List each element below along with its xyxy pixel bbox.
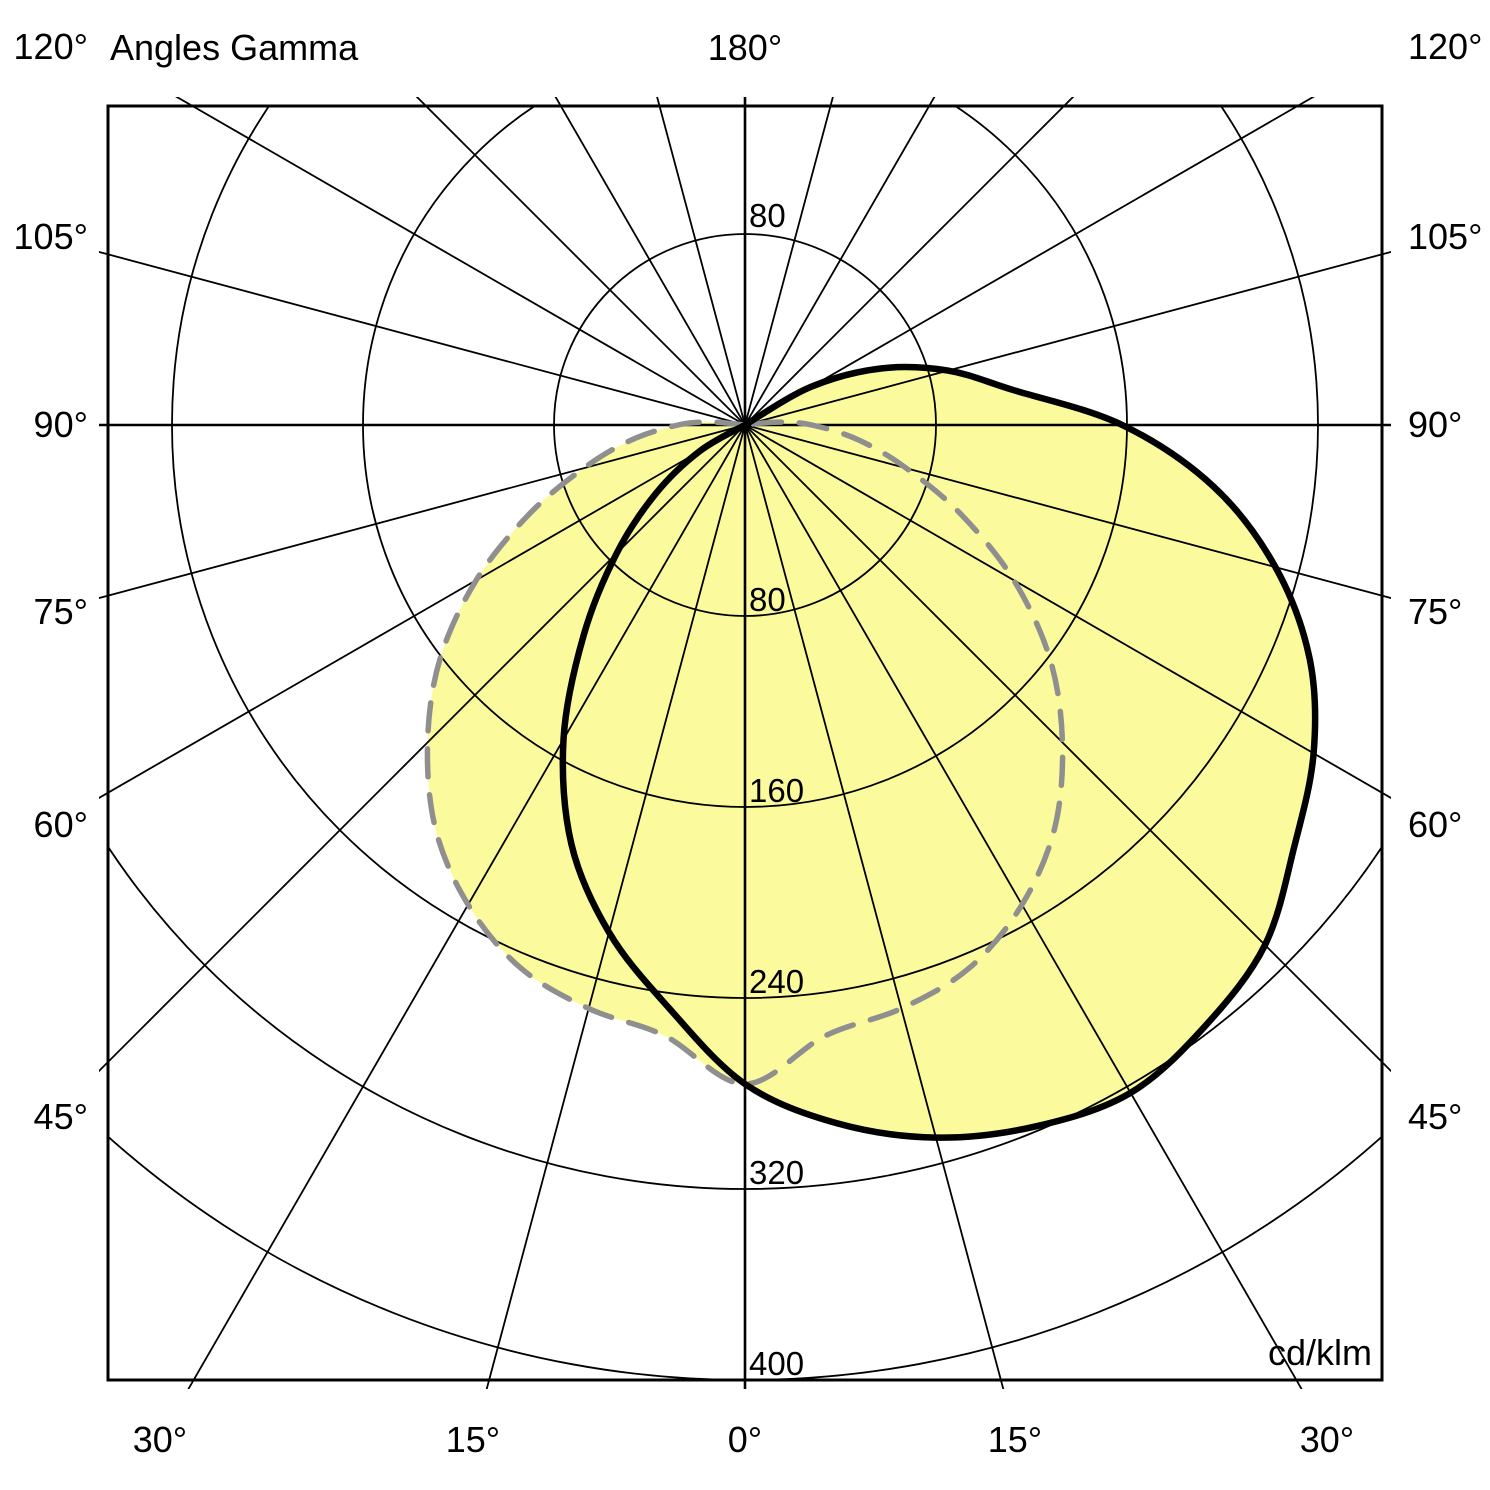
intensity-ring-3 — [171, 106, 1319, 999]
gamma-label-bottom-0: 30° — [133, 1419, 187, 1460]
gamma-label-left-1: 105° — [14, 216, 88, 257]
gamma-label-bottom-3: 15° — [988, 1419, 1042, 1460]
gamma-label-left-3: 75° — [34, 591, 88, 632]
gamma-label-right-2: 90° — [1408, 404, 1462, 445]
gamma-label-right-0: 120° — [1408, 26, 1482, 67]
gamma-label-right-4: 60° — [1408, 804, 1462, 845]
gamma-label-right-1: 105° — [1408, 216, 1482, 257]
ring-label-above: 80 — [749, 197, 786, 234]
solid-curve — [559, 363, 1319, 1141]
intensity-ring-4 — [108, 844, 1382, 1190]
gamma-label-left-2: 90° — [34, 404, 88, 445]
ring-label-320: 320 — [749, 1154, 804, 1191]
unit-label: cd/klm — [1268, 1332, 1372, 1373]
gamma-label-bottom-1: 15° — [446, 1419, 500, 1460]
gamma-label-bottom-4: 30° — [1300, 1419, 1354, 1460]
ring-label-400: 400 — [749, 1345, 804, 1382]
gamma-label-right-5: 45° — [1408, 1096, 1462, 1137]
gamma-label-top: 180° — [708, 27, 782, 68]
gamma-label-left-0: 120° — [14, 26, 88, 67]
beam-fill-group — [427, 366, 1316, 1138]
ring-label-80: 80 — [749, 581, 786, 618]
dashed-curve — [424, 419, 1066, 1087]
page-title: Angles Gamma — [110, 27, 359, 68]
gamma-label-bottom-2: 0° — [728, 1419, 762, 1460]
ring-label-160: 160 — [749, 772, 804, 809]
gamma-label-left-5: 45° — [34, 1096, 88, 1137]
chart-border — [106, 104, 1384, 1382]
gamma-label-left-4: 60° — [34, 804, 88, 845]
gamma-label-right-3: 75° — [1408, 591, 1462, 632]
intensity-ring-1 — [553, 233, 937, 617]
ring-label-240: 240 — [749, 963, 804, 1000]
